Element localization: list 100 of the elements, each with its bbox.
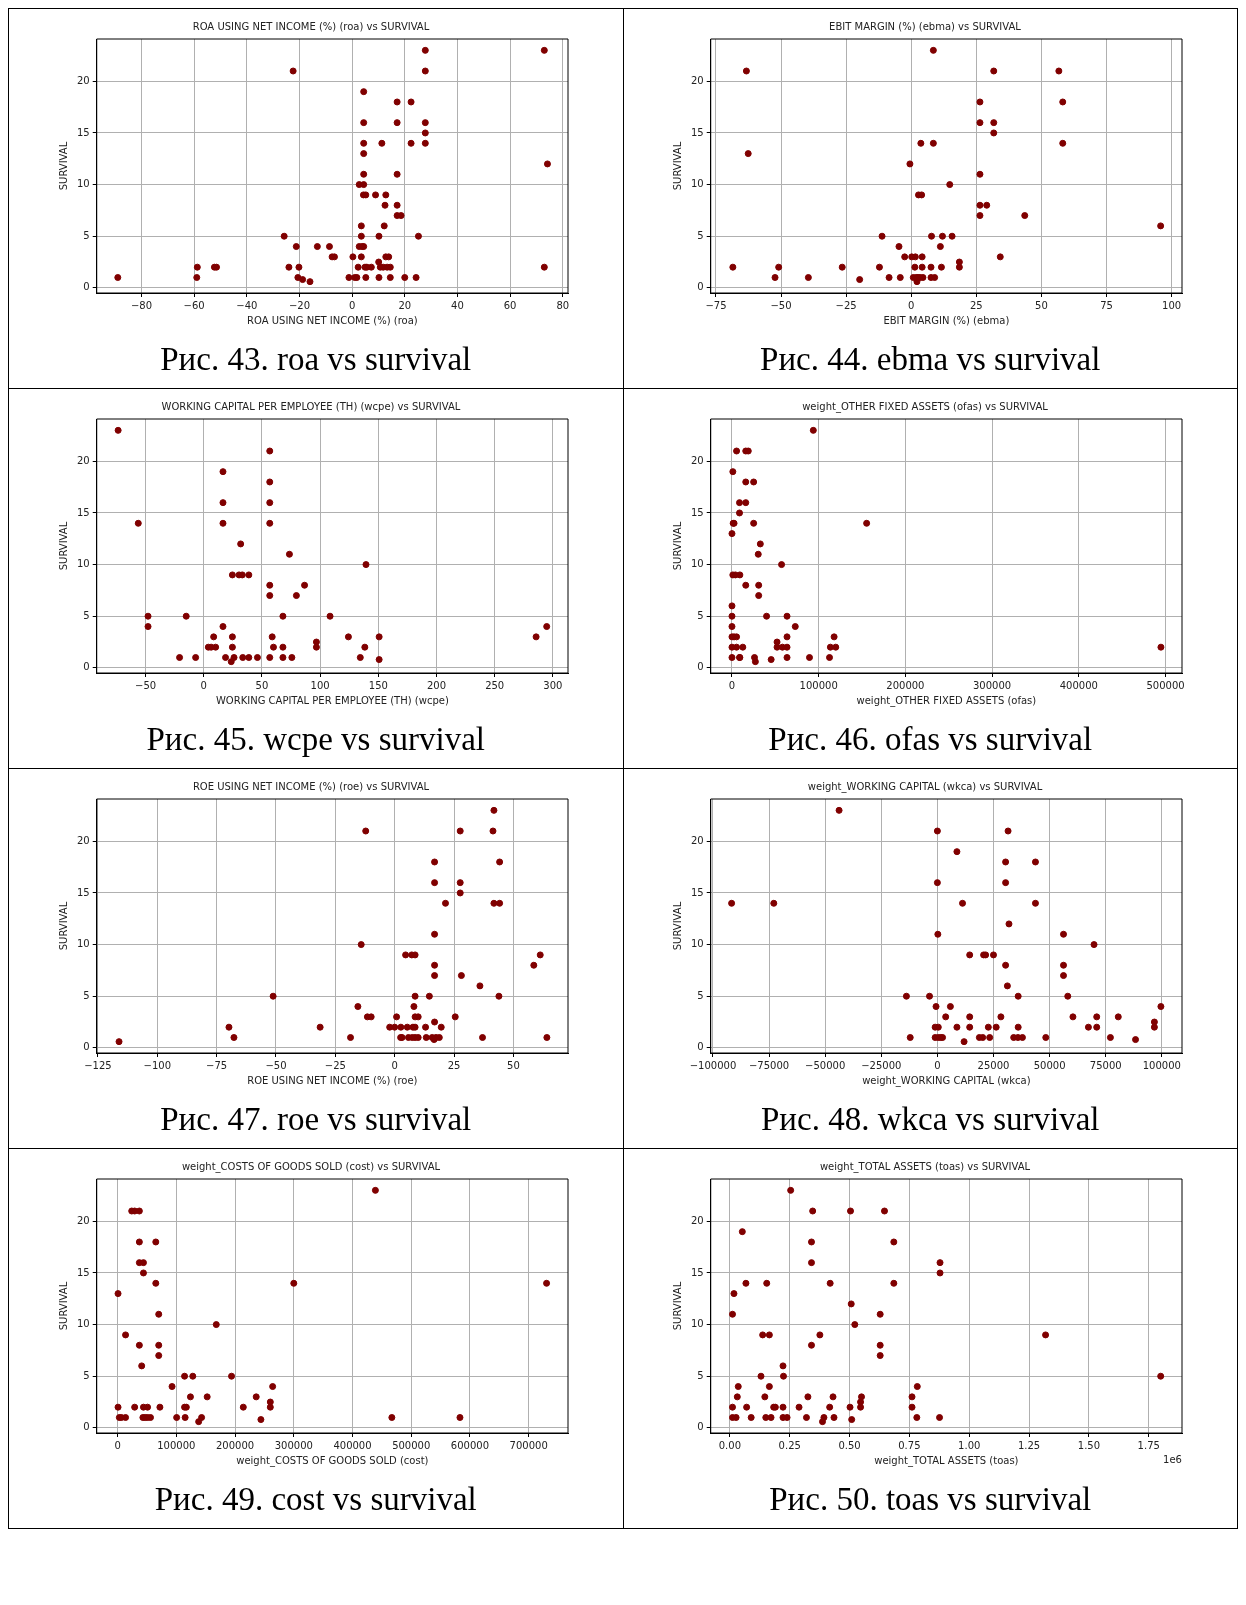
x-tick-label: 150 bbox=[368, 679, 388, 691]
x-tick-label: −125 bbox=[83, 1059, 112, 1071]
x-axis-title: ROA USING NET INCOME (%) (roa) bbox=[246, 314, 418, 326]
x-axis-title: ROE USING NET INCOME (%) (roe) bbox=[246, 1074, 418, 1086]
text: Рис. 48. wkca vs survival bbox=[760, 1101, 1101, 1138]
x-tick-label: 60 bbox=[503, 299, 517, 311]
x-tick-label: −75 bbox=[705, 299, 727, 311]
y-tick-label: 15 bbox=[76, 1266, 90, 1278]
chart-title: weight_TOTAL ASSETS (toas) vs SURVIVAL bbox=[820, 1160, 1031, 1173]
text: Рис. 46. ofas vs survival bbox=[767, 721, 1094, 758]
y-axis-title: SURVIVAL bbox=[57, 141, 69, 191]
x-tick-label: 300 bbox=[543, 679, 563, 691]
y-tick-label: 0 bbox=[83, 1041, 90, 1053]
x-tick-label: 200000 bbox=[886, 679, 925, 691]
x-tick-label: 0 bbox=[200, 679, 207, 691]
x-tick-label: 25000 bbox=[977, 1059, 1010, 1071]
y-tick-label: 20 bbox=[76, 1214, 90, 1226]
x-tick-label: −50 bbox=[134, 679, 156, 691]
y-tick-label: 15 bbox=[76, 886, 90, 898]
x-tick-label: 400000 bbox=[1059, 679, 1099, 691]
x-tick-label: 50000 bbox=[1033, 1059, 1066, 1071]
y-tick-label: 10 bbox=[76, 938, 90, 950]
text: Рис. 44. ebma vs survival bbox=[759, 341, 1102, 378]
y-tick-label: 5 bbox=[697, 609, 704, 621]
x-tick-label: 300000 bbox=[274, 1439, 313, 1451]
text: Рис. 47. roe vs survival bbox=[159, 1101, 473, 1138]
x-tick-label: −60 bbox=[183, 299, 205, 311]
x-tick-label: 100 bbox=[310, 679, 330, 691]
x-tick-label: 0 bbox=[908, 299, 915, 311]
x-tick-label: 75 bbox=[1100, 299, 1114, 311]
x-tick-label: −50000 bbox=[805, 1059, 846, 1071]
x-tick-label: −100000 bbox=[689, 1059, 737, 1071]
y-axis-title: SURVIVAL bbox=[57, 901, 69, 951]
y-axis-title: SURVIVAL bbox=[57, 521, 69, 571]
y-tick-label: 10 bbox=[691, 938, 704, 950]
chart-title: weight_WORKING CAPITAL (wkca) vs SURVIVAL bbox=[808, 780, 1043, 793]
chart-title: ROE USING NET INCOME (%) (roe) vs SURVIVAL bbox=[192, 780, 430, 792]
y-tick-label: 20 bbox=[691, 454, 704, 466]
y-tick-label: 0 bbox=[697, 281, 704, 293]
x-axis-title: weight_WORKING CAPITAL (wkca) bbox=[862, 1074, 1031, 1087]
x-tick-label: −75 bbox=[205, 1059, 227, 1071]
y-tick-label: 15 bbox=[76, 506, 90, 518]
y-tick-label: 5 bbox=[83, 989, 90, 1001]
x-tick-label: 500000 bbox=[391, 1439, 431, 1451]
x-tick-label: 1.75 bbox=[1137, 1439, 1161, 1451]
x-tick-label: −25000 bbox=[861, 1059, 902, 1071]
x-axis-title: WORKING CAPITAL PER EMPLOYEE (TH) (wcpe) bbox=[215, 694, 449, 706]
y-tick-label: 15 bbox=[691, 886, 704, 898]
text: 1e6 bbox=[1163, 1453, 1183, 1465]
y-tick-label: 10 bbox=[691, 1318, 704, 1330]
x-tick-label: 40 bbox=[450, 299, 464, 311]
y-tick-label: 20 bbox=[76, 834, 90, 846]
y-tick-label: 10 bbox=[76, 178, 90, 190]
x-axis-title: weight_OTHER FIXED ASSETS (ofas) bbox=[856, 694, 1037, 707]
x-tick-label: 0 bbox=[114, 1439, 121, 1451]
y-tick-label: 15 bbox=[691, 506, 704, 518]
x-tick-label: 700000 bbox=[509, 1439, 548, 1451]
chart-title: WORKING CAPITAL PER EMPLOYEE (TH) (wcpe) vs SURVIVAL bbox=[161, 400, 461, 412]
y-axis-title: SURVIVAL bbox=[671, 1281, 683, 1331]
x-tick-label: 20 bbox=[398, 299, 411, 311]
y-tick-label: 10 bbox=[76, 558, 90, 570]
x-axis-title: weight_COSTS OF GOODS SOLD (cost) bbox=[235, 1454, 429, 1467]
x-tick-label: 100 bbox=[1162, 299, 1182, 311]
x-tick-label: 100000 bbox=[1142, 1059, 1182, 1071]
x-axis-title: weight_TOTAL ASSETS (toas) bbox=[874, 1454, 1019, 1467]
y-tick-label: 0 bbox=[83, 661, 90, 673]
x-tick-label: 100000 bbox=[157, 1439, 196, 1451]
y-tick-label: 20 bbox=[76, 74, 90, 86]
chart-title: EBIT MARGIN (%) (ebma) vs SURVIVAL bbox=[829, 20, 1022, 32]
x-tick-label: 50 bbox=[506, 1059, 520, 1071]
y-tick-label: 0 bbox=[697, 1041, 704, 1053]
x-tick-label: 200000 bbox=[215, 1439, 254, 1451]
y-tick-label: 5 bbox=[697, 1369, 704, 1381]
x-tick-label: 80 bbox=[556, 299, 569, 311]
chart-title: ROA USING NET INCOME (%) (roa) vs SURVIVAL bbox=[192, 20, 430, 32]
x-tick-label: 600000 bbox=[450, 1439, 489, 1451]
text: Рис. 45. wcpe vs survival bbox=[145, 721, 486, 758]
text: Рис. 49. cost vs survival bbox=[153, 1481, 478, 1518]
x-tick-label: −50 bbox=[770, 299, 792, 311]
x-tick-label: −100 bbox=[143, 1059, 171, 1071]
y-tick-label: 5 bbox=[83, 1369, 90, 1381]
x-tick-label: 1.25 bbox=[1018, 1439, 1041, 1451]
x-tick-label: 200 bbox=[426, 679, 446, 691]
y-tick-label: 5 bbox=[697, 229, 704, 241]
chart-title: weight_OTHER FIXED ASSETS (ofas) vs SURVIVAL bbox=[802, 400, 1049, 413]
y-axis-title: SURVIVAL bbox=[57, 1281, 69, 1331]
y-tick-label: 15 bbox=[76, 126, 90, 138]
x-tick-label: 300000 bbox=[973, 679, 1012, 691]
y-tick-label: 5 bbox=[83, 229, 90, 241]
y-tick-label: 15 bbox=[691, 1266, 704, 1278]
x-tick-label: −50 bbox=[265, 1059, 287, 1071]
y-tick-label: 0 bbox=[83, 281, 90, 293]
x-tick-label: 25 bbox=[447, 1059, 461, 1071]
x-tick-label: 1.00 bbox=[958, 1439, 981, 1451]
x-tick-label: 50 bbox=[255, 679, 269, 691]
x-tick-label: 400000 bbox=[333, 1439, 372, 1451]
y-tick-label: 20 bbox=[691, 74, 704, 86]
x-tick-label: 0.25 bbox=[778, 1439, 802, 1451]
y-axis-title: SURVIVAL bbox=[671, 901, 683, 951]
x-tick-label: 1.50 bbox=[1078, 1439, 1101, 1451]
